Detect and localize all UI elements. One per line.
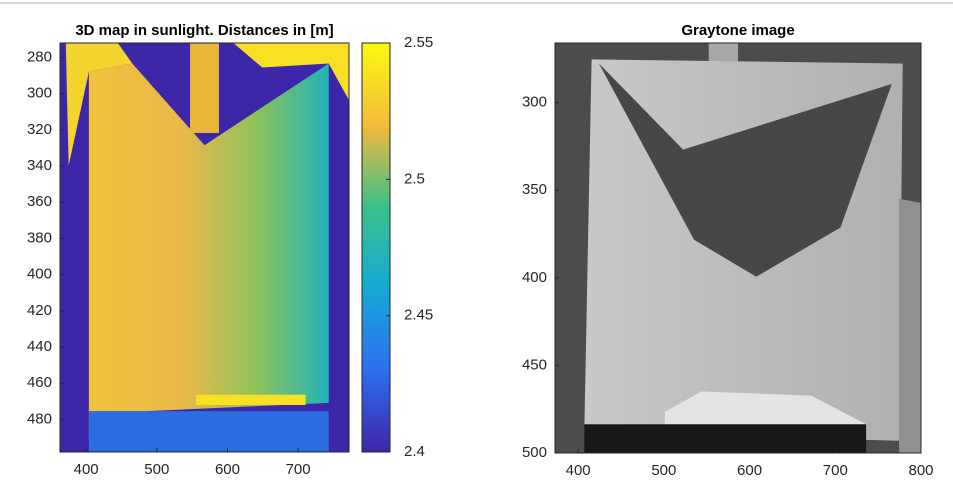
x-tick-label: 500	[651, 462, 676, 479]
y-tick-label: 380	[27, 229, 52, 246]
axes: 3D map in sunlight. Distances in [m] 400 5…	[27, 22, 433, 478]
image-region	[899, 198, 921, 453]
image-region	[664, 391, 867, 425]
x-tick-label: 800	[908, 462, 933, 479]
x-tick-label: 700	[823, 462, 848, 479]
chart-title: 3D map in sunlight. Distances in [m]	[75, 22, 333, 39]
x-tick-label: 500	[144, 461, 169, 478]
y-tick-label: 440	[27, 338, 52, 355]
chart-title: Graytone image	[681, 22, 794, 39]
y-tick-label: 400	[27, 266, 52, 283]
image-region	[88, 63, 329, 440]
image-region	[195, 394, 306, 405]
y-tick-label: 450	[522, 356, 547, 373]
colorbar	[361, 42, 391, 453]
image-region	[88, 411, 329, 452]
y-tick-label: 350	[522, 181, 547, 198]
x-tick-label: 600	[215, 461, 240, 478]
y-tick-label: 360	[27, 193, 52, 210]
image-region	[233, 43, 349, 101]
axes-box	[59, 42, 350, 453]
y-tick-label: 300	[27, 85, 52, 102]
axes-box	[554, 42, 922, 454]
image-region	[190, 43, 219, 133]
y-tick-label: 420	[27, 302, 52, 319]
charts: 3D map in sunlight. Distances in [m] 400 5…	[27, 22, 934, 479]
axes: Graytone image 400 500 600 700 800 300 350 400 45…	[522, 22, 934, 479]
y-tick-label: 300	[522, 94, 547, 111]
y-tick-label: 480	[27, 410, 52, 427]
colorbar-tick-label: 2.55	[404, 34, 433, 51]
y-tick-label: 280	[27, 48, 52, 65]
x-tick-label: 600	[737, 462, 762, 479]
colorbar-tick-label: 2.4	[404, 443, 425, 460]
colorbar-tick-label: 2.45	[404, 307, 433, 324]
image-region	[598, 63, 892, 277]
colorbar-tick-label: 2.5	[404, 170, 425, 187]
y-tick-label: 320	[27, 121, 52, 138]
image-region	[584, 424, 867, 453]
x-tick-label: 700	[286, 461, 311, 478]
y-tick-label: 400	[522, 269, 547, 286]
x-tick-label: 400	[566, 462, 591, 479]
y-tick-label: 500	[522, 444, 547, 461]
x-tick-label: 400	[74, 461, 99, 478]
image-region	[65, 43, 133, 166]
y-tick-label: 340	[27, 157, 52, 174]
y-tick-label: 460	[27, 374, 52, 391]
